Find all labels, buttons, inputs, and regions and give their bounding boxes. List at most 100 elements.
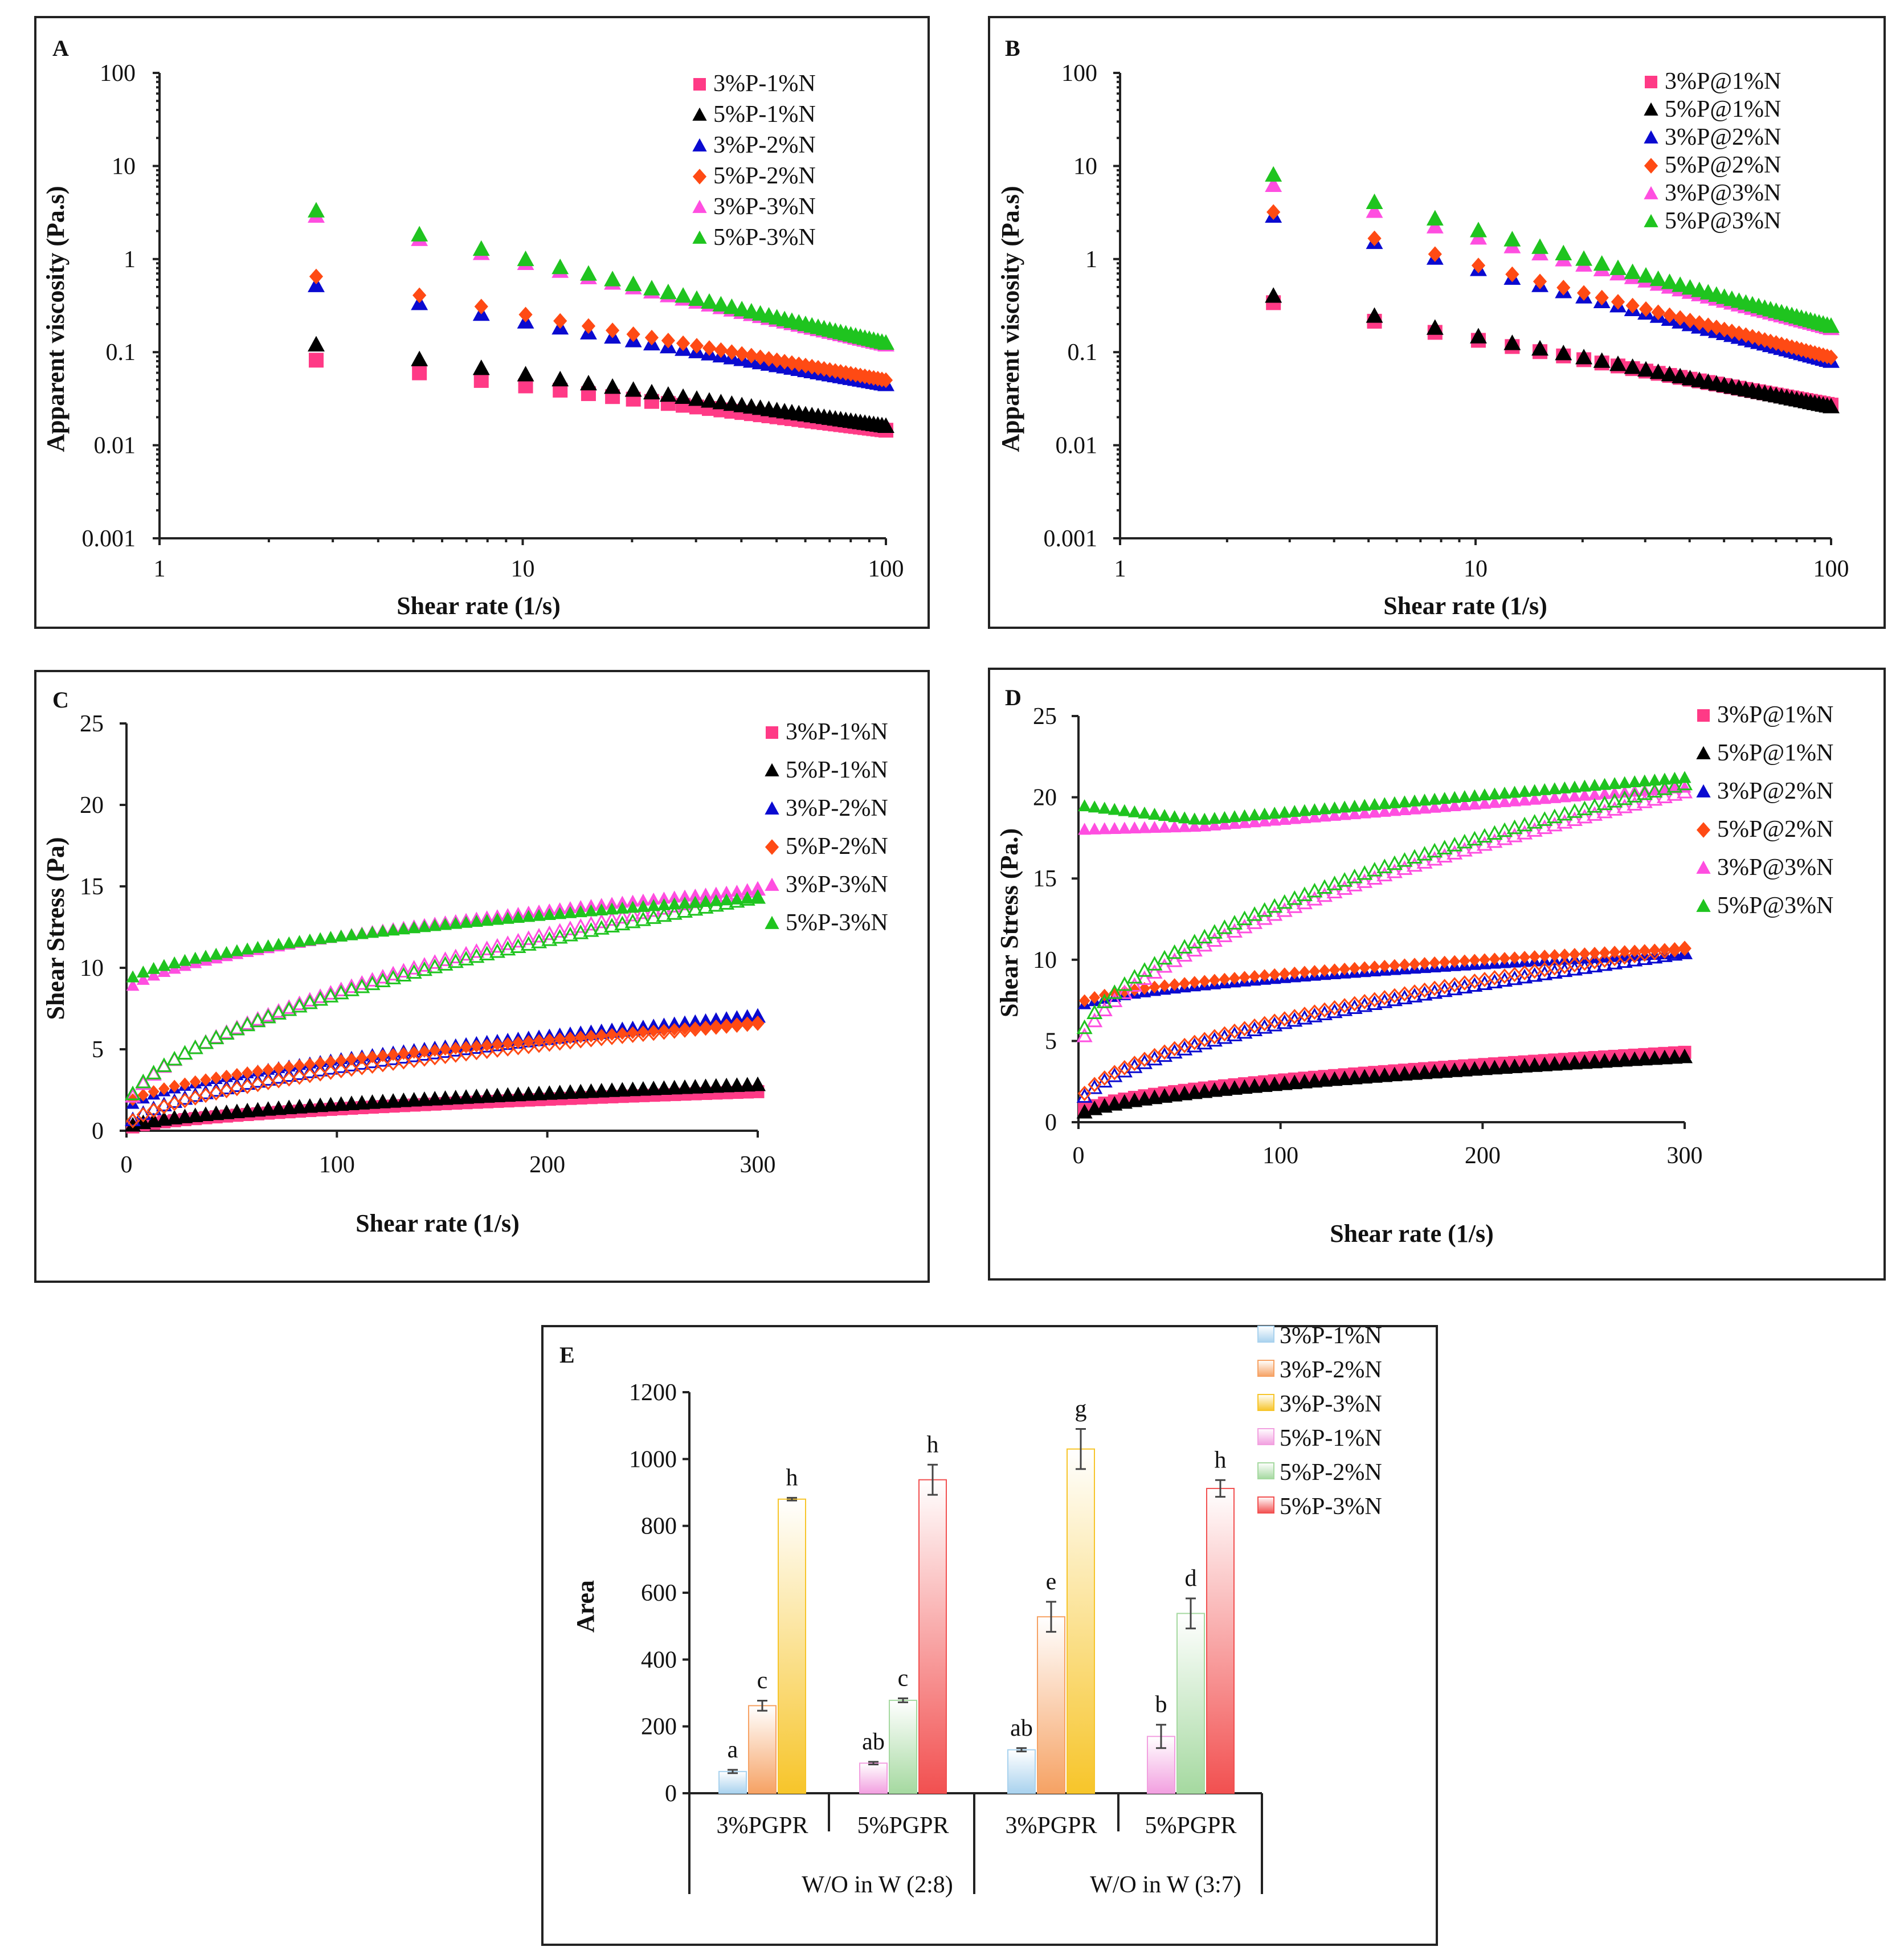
data-point-up — [668, 1017, 681, 1029]
data-point-up — [720, 885, 733, 898]
legend-label: 3%P-1%N — [713, 71, 816, 97]
series-5%P-1%N — [125, 1076, 766, 1132]
panel-c-chart: 0 5 10 15 20 25 0 100 200 300 3%P-1%N 5%P-1%N 3%P-2%… — [80, 711, 888, 1178]
data-point-down — [479, 946, 495, 960]
data-point-up — [1329, 963, 1341, 976]
series-5%P@2%N — [1266, 204, 1838, 366]
series-5%P-2%N — [126, 1015, 765, 1128]
data-point-down — [365, 1058, 379, 1074]
data-point-up — [1298, 1075, 1311, 1088]
significance-label: ab — [862, 1729, 885, 1755]
data-point-up — [647, 893, 660, 905]
legend-marker — [692, 107, 707, 121]
data-point-down — [573, 924, 589, 939]
data-point — [676, 335, 690, 351]
data-point-up — [210, 1071, 222, 1085]
data-point — [1426, 218, 1444, 234]
data-point-up — [126, 970, 140, 983]
legend-label: 3%P@2%N — [1665, 124, 1781, 150]
y-tick-label: 0.001 — [82, 526, 136, 552]
data-point-up — [1278, 967, 1290, 980]
data-point-up — [1388, 804, 1402, 816]
data-point-up — [574, 1085, 587, 1098]
data-point — [879, 372, 893, 388]
data-point-up — [282, 1101, 296, 1114]
panel-c-frame — [34, 670, 930, 1283]
x-tick-label: 200 — [1465, 1143, 1501, 1169]
data-point-down — [1097, 1070, 1112, 1086]
data-point-up — [1308, 803, 1321, 815]
data-point — [1823, 398, 1840, 414]
data-point-down — [541, 925, 558, 940]
data-point-up — [1208, 1084, 1221, 1097]
data-point-down — [562, 921, 578, 935]
data-point-up — [1639, 944, 1650, 957]
legend-label: 5%P-1%N — [713, 101, 816, 128]
data-point-up — [1618, 1053, 1632, 1066]
data-point-up — [626, 1083, 640, 1095]
data-point-up — [1118, 985, 1130, 998]
data-point-up — [1259, 969, 1270, 982]
data-point-up — [1148, 821, 1162, 833]
data-point — [702, 340, 717, 356]
data-point-up — [522, 1087, 536, 1100]
data-point-down — [1337, 872, 1353, 887]
y-tick-label: 1000 — [629, 1446, 677, 1473]
data-point-down — [125, 1085, 141, 1101]
data-point-up — [1138, 806, 1151, 819]
data-point-down — [333, 1058, 349, 1073]
data-point — [308, 202, 325, 218]
data-point-down — [551, 923, 568, 938]
data-point-up — [356, 1052, 368, 1065]
data-point-up — [459, 915, 473, 928]
data-point — [1503, 231, 1521, 247]
data-point-down — [125, 1087, 141, 1103]
data-point-up — [157, 1113, 171, 1125]
data-point-up — [325, 1055, 337, 1068]
data-point-up — [595, 1085, 608, 1097]
y-tick-label: 10 — [1033, 947, 1057, 974]
legend-swatch — [1257, 1394, 1274, 1411]
data-point-up — [1217, 811, 1231, 823]
data-point-up — [1539, 950, 1551, 963]
data-point-up — [512, 911, 525, 923]
data-point-down — [635, 904, 651, 919]
significance-label: h — [786, 1465, 798, 1491]
data-point-up — [1238, 1081, 1252, 1093]
data-point-up — [752, 1016, 763, 1030]
data-point — [1673, 310, 1688, 326]
data-point-up — [178, 1110, 191, 1123]
data-point-up — [1179, 977, 1191, 990]
data-point-down — [1617, 949, 1632, 965]
significance-label: c — [757, 1667, 768, 1694]
data-point-up — [512, 1088, 525, 1101]
y-tick-label: 800 — [641, 1514, 677, 1540]
data-point-up — [1658, 772, 1672, 785]
x-tick-label: 100 — [868, 556, 904, 582]
bar — [889, 1699, 917, 1794]
data-point-up — [1429, 956, 1440, 970]
data-point — [553, 313, 567, 329]
data-point-up — [418, 1093, 431, 1106]
data-point — [308, 276, 325, 292]
data-point-up — [366, 926, 379, 938]
data-point-down — [1106, 992, 1123, 1007]
data-point — [1609, 355, 1627, 371]
legend-swatch — [1257, 1496, 1274, 1514]
data-point-down — [1576, 800, 1593, 816]
legend-marker — [765, 801, 779, 815]
data-point-down — [1636, 785, 1653, 800]
data-point-down — [428, 1050, 442, 1066]
data-point-up — [200, 1073, 211, 1086]
data-point-down — [458, 951, 475, 966]
data-point-up — [1188, 820, 1202, 832]
legend-marker — [1696, 784, 1711, 797]
data-point-down — [1116, 984, 1133, 999]
series-5%P-3%N — [125, 889, 766, 1101]
y-tick-label: 0.01 — [1056, 433, 1098, 459]
data-point-up — [491, 913, 504, 925]
legend-marker — [765, 763, 779, 776]
data-point-down — [1266, 898, 1283, 913]
data-point-down — [521, 1038, 536, 1054]
